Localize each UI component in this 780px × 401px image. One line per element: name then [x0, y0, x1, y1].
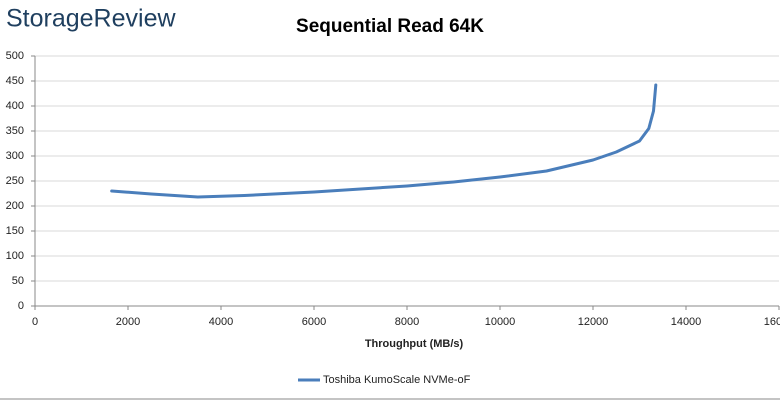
x-tick-label: 12000 — [578, 316, 609, 328]
y-tick-label: 200 — [6, 200, 24, 212]
x-tick-label: 8000 — [395, 316, 419, 328]
y-tick-label: 500 — [6, 50, 24, 62]
y-tick-label: 250 — [6, 175, 24, 187]
data-line — [110, 83, 658, 199]
chart-title: Sequential Read 64K — [296, 16, 484, 37]
y-tick-label: 50 — [12, 275, 24, 287]
y-tick-label: 150 — [6, 225, 24, 237]
y-tick-label: 450 — [6, 75, 24, 87]
x-tick-label: 6000 — [302, 316, 326, 328]
y-tick-label: 0 — [18, 300, 24, 312]
y-tick-label: 400 — [6, 100, 24, 112]
x-tick-label: 16000 — [764, 316, 780, 328]
x-tick-label: 0 — [32, 316, 38, 328]
legend-label: Toshiba KumoScale NVMe-oF — [323, 374, 471, 386]
x-tick-label: 14000 — [671, 316, 702, 328]
x-tick-label: 10000 — [485, 316, 516, 328]
y-tick-label: 100 — [6, 250, 24, 262]
y-tick-label: 350 — [6, 125, 24, 137]
y-tick-label: 300 — [6, 150, 24, 162]
x-tick-label: 2000 — [116, 316, 140, 328]
x-axis-label: Throughput (MB/s) — [365, 338, 464, 350]
logo: StorageReview — [6, 5, 176, 33]
x-tick-label: 4000 — [209, 316, 233, 328]
